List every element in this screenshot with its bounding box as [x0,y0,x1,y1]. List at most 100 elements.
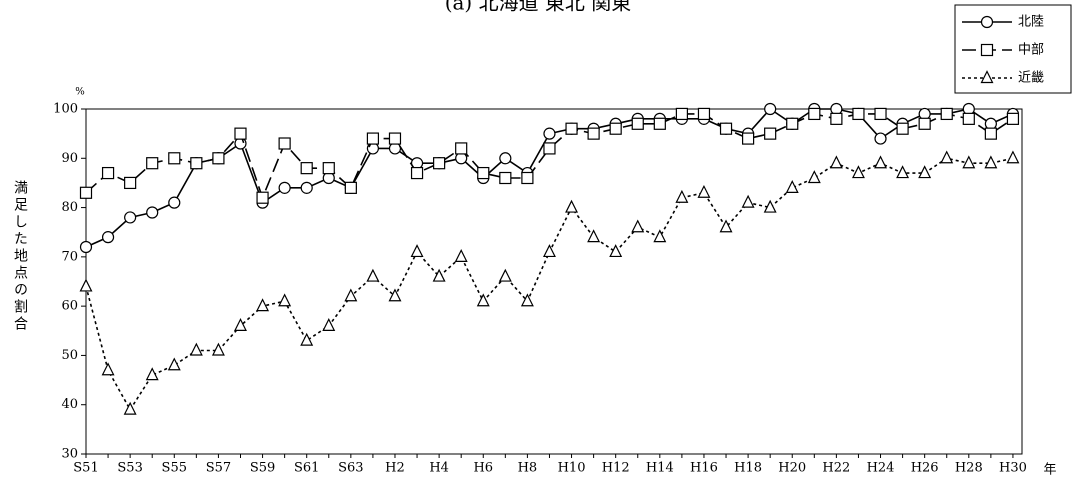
x-tick-label: H28 [955,461,983,476]
point [278,181,291,194]
point [477,166,490,180]
x-tick-label: H22 [822,461,850,476]
x-tick-label: S53 [117,461,142,476]
point [190,157,203,170]
point [543,127,556,140]
x-tick-label: H20 [778,461,806,476]
point [211,342,225,356]
x-tick-label: H6 [473,461,493,476]
point [984,127,997,140]
point [565,199,579,213]
point [344,181,357,194]
point [984,155,998,169]
point [168,152,181,165]
point [300,181,313,194]
legend-label: 中部 [1018,43,1044,58]
x-tick-label: H26 [911,461,939,476]
point [167,357,181,371]
point [1006,150,1020,164]
point [146,157,159,170]
point [388,288,402,302]
point [896,165,910,179]
legend-label: 北陸 [1018,14,1044,30]
point [719,219,733,233]
point [366,268,380,282]
y-axis-label: 満足した地点の割合 [12,180,28,333]
point [476,293,490,307]
x-unit: 年 [1043,463,1056,478]
series-line [85,113,1014,200]
x-tick-label: S55 [162,461,187,476]
point [498,268,512,282]
y-tick-label: 90 [61,151,78,166]
point [520,293,534,307]
x-tick-label: H30 [999,461,1027,476]
point [918,165,932,179]
y-tick-label: 30 [61,447,78,462]
point [543,142,556,155]
y-tick-label: 60 [61,299,78,314]
point [278,137,291,150]
point [79,278,93,292]
y-tick-label: 100 [53,102,78,117]
point [366,132,380,145]
point [741,194,755,208]
point [940,150,954,164]
series-line [85,157,1014,412]
point [675,189,689,203]
x-tick-label: H18 [734,461,762,476]
x-tick-label: S63 [338,461,363,476]
point [189,342,203,356]
point [631,117,644,130]
point [300,162,313,175]
x-tick-label: H14 [646,461,674,476]
x-tick-label: H16 [690,461,718,476]
point [565,122,578,135]
point [234,318,247,331]
point [741,132,755,145]
x-tick-label: S51 [73,461,98,476]
point [785,180,799,193]
point [455,142,468,155]
point [764,102,777,116]
y-tick-label: 80 [61,200,78,215]
point [344,288,358,302]
point [631,219,645,233]
legend-label: 近畿 [1018,71,1044,86]
point [454,249,468,262]
point [322,318,336,331]
legend-box [954,4,1072,94]
point [697,107,711,121]
point [874,155,887,169]
point [896,122,909,135]
point [322,162,335,175]
point [786,117,799,130]
point [874,132,887,145]
point [300,332,314,346]
point [587,229,601,243]
point [521,171,534,185]
point [124,176,137,190]
point [388,132,402,145]
point [432,268,446,282]
point [542,244,556,258]
point [499,171,512,185]
y-tick-label: 50 [61,348,78,363]
point [609,122,622,135]
point [962,112,975,125]
x-tick-label: S57 [206,461,231,476]
point [763,199,777,213]
point [807,170,821,184]
point [410,166,424,180]
x-tick-label: H8 [518,461,538,476]
point [764,127,777,140]
y-unit: % [75,87,85,98]
point [830,112,843,125]
point [851,165,865,179]
x-tick-label: S61 [294,461,319,476]
point [719,122,733,135]
x-tick-label: H10 [558,461,586,476]
point [940,107,953,121]
point [829,155,843,169]
